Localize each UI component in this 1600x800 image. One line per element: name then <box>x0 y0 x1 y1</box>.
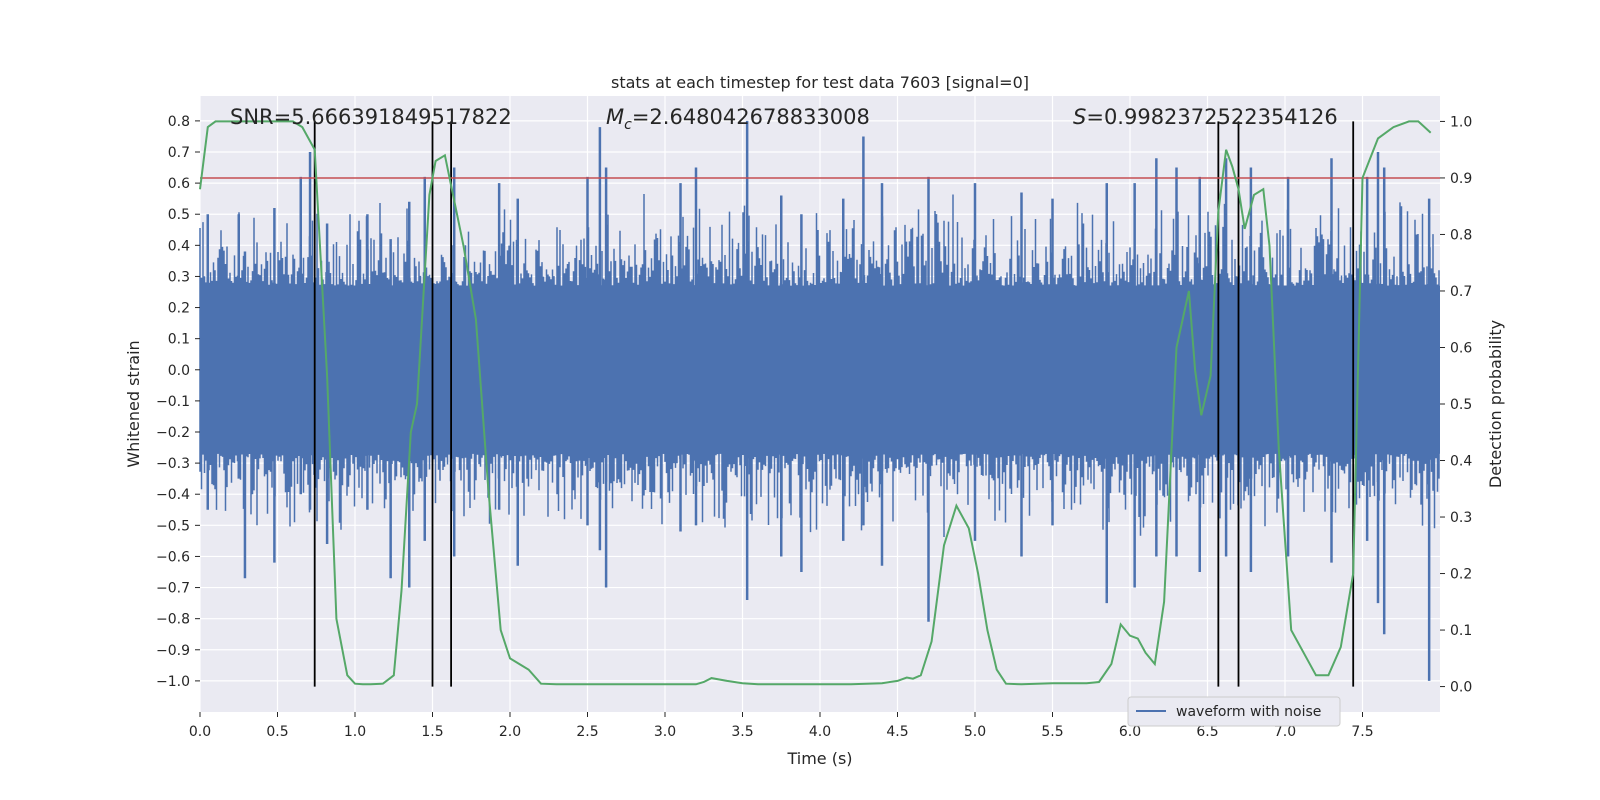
y-tick-label: −0.6 <box>156 549 190 565</box>
chirp-mass-annotation: Mc=2.648042678833008 <box>606 105 870 133</box>
y2-tick-label: 0.2 <box>1450 567 1472 583</box>
y2-tick-label: 0.4 <box>1450 454 1472 470</box>
vertical-markers <box>313 121 1355 687</box>
y2-tick-label: 0.6 <box>1450 340 1472 356</box>
y2-tick-label: 0.8 <box>1450 227 1472 243</box>
x-tick-label: 6.0 <box>1119 724 1141 740</box>
y-tick-label: 0.2 <box>168 301 190 317</box>
x-tick-label: 1.0 <box>344 724 366 740</box>
y-tick-label: −0.2 <box>156 425 190 441</box>
legend: waveform with noise <box>1127 696 1341 727</box>
x-tick-label: 2.0 <box>499 724 521 740</box>
probability-series <box>199 120 1432 686</box>
y-tick-label: −0.8 <box>156 612 190 628</box>
y2-tick-label: 0.3 <box>1450 510 1472 526</box>
y-axis-title: Whitened strain <box>124 340 143 467</box>
y-tick-label: −0.3 <box>156 456 190 472</box>
y-tick-label: −0.5 <box>156 518 190 534</box>
y-tick-label: −0.4 <box>156 487 190 503</box>
y-tick-label: 0.7 <box>168 145 190 161</box>
y-tick-label: 0.8 <box>168 114 190 130</box>
y-tick-label: 0.1 <box>168 332 190 348</box>
legend-label: waveform with noise <box>1176 704 1321 720</box>
y-tick-label: 0.5 <box>168 207 190 223</box>
x-tick-label: 5.0 <box>964 724 986 740</box>
s-annotation: S=0.9982372522354126 <box>1073 105 1338 129</box>
y2-tick-labels: 1.0 0.9 0.8 0.7 0.6 0.5 0.4 0.3 0.2 0.1 0.0 <box>1440 114 1472 696</box>
y-tick-labels: 0.8 0.7 0.6 0.5 0.4 0.3 0.2 0.1 0.0 −0.1 −0.2 −0.3 −… <box>156 114 200 690</box>
y-tick-label: −1.0 <box>156 674 190 690</box>
x-tick-labels: 0.0 0.5 1.0 1.5 2.0 2.5 3.0 3.5 4.0 4.5 5.0 5.5 6.0 6… <box>189 712 1374 740</box>
y-tick-label: 0.3 <box>168 269 190 285</box>
y2-tick-label: 0.5 <box>1450 397 1472 413</box>
y-tick-label: −0.7 <box>156 581 190 597</box>
x-tick-label: 7.5 <box>1351 724 1373 740</box>
x-tick-label: 7.0 <box>1274 724 1296 740</box>
y2-tick-label: 0.1 <box>1450 623 1472 639</box>
x-tick-label: 0.5 <box>266 724 288 740</box>
x-tick-label: 1.5 <box>421 724 443 740</box>
x-axis-title: Time (s) <box>786 749 852 768</box>
y2-tick-label: 0.9 <box>1450 171 1472 187</box>
chart-title: stats at each timestep for test data 760… <box>611 73 1029 92</box>
y-tick-label: 0.4 <box>168 238 190 254</box>
y-tick-label: 0.0 <box>168 363 190 379</box>
x-tick-label: 5.5 <box>1041 724 1063 740</box>
y2-tick-label: 1.0 <box>1450 114 1472 130</box>
x-tick-label: 4.5 <box>886 724 908 740</box>
x-tick-label: 6.5 <box>1196 724 1218 740</box>
y2-tick-label: 0.7 <box>1450 284 1472 300</box>
x-tick-label: 0.0 <box>189 724 211 740</box>
y-tick-label: −0.1 <box>156 394 190 410</box>
x-tick-label: 4.0 <box>809 724 831 740</box>
y-tick-label: −0.9 <box>156 643 190 659</box>
waveform-noise <box>199 194 1440 537</box>
waveform-series <box>199 120 1440 681</box>
snr-annotation: SNR=5.666391849517822 <box>230 105 512 129</box>
y2-tick-label: 0.0 <box>1450 680 1472 696</box>
x-tick-label: 3.5 <box>731 724 753 740</box>
x-tick-label: 3.0 <box>654 724 676 740</box>
y2-axis-title: Detection probability <box>1486 320 1505 488</box>
y-tick-label: 0.6 <box>168 176 190 192</box>
legend-box <box>1127 696 1341 727</box>
x-tick-label: 2.5 <box>576 724 598 740</box>
